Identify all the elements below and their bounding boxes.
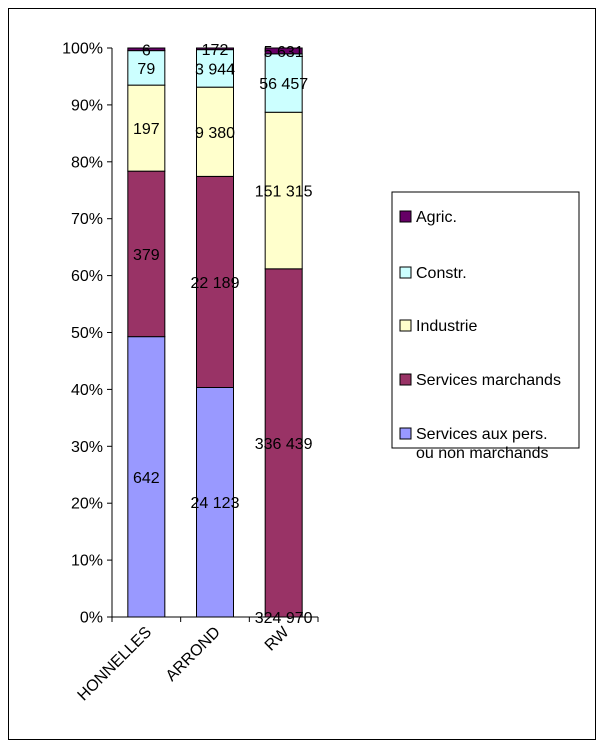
data-label: 3 944 <box>195 61 235 78</box>
bar-segment <box>196 386 234 618</box>
bar-segment <box>264 47 303 55</box>
legend-entry-label: Industrie <box>416 318 477 335</box>
data-label: 642 <box>133 470 160 487</box>
data-label: 336 439 <box>255 436 313 453</box>
legend-entry-label: Services aux pers. <box>416 426 548 443</box>
x-category-label: RW <box>262 623 293 654</box>
legend-swatch <box>399 373 412 386</box>
data-label: 79 <box>137 61 155 78</box>
y-tick-label: 80% <box>71 154 103 171</box>
bar-segment <box>196 175 234 388</box>
data-label: 379 <box>133 247 160 264</box>
legend-entry-label: Constr. <box>416 265 467 282</box>
legend-swatch <box>399 319 412 332</box>
data-label: 151 315 <box>255 184 313 201</box>
data-label: 56 457 <box>259 76 308 93</box>
y-tick-label: 20% <box>71 496 103 513</box>
x-category-label: HONNELLES <box>75 624 156 705</box>
bar-segment <box>196 47 234 51</box>
legend-swatch <box>399 427 412 440</box>
y-tick-label: 90% <box>71 97 103 114</box>
data-label: 9 380 <box>195 125 235 142</box>
data-label: 24 123 <box>191 495 240 512</box>
bar-segment <box>196 49 234 88</box>
bar-segment <box>127 84 166 172</box>
data-label: 324 970 <box>255 610 313 627</box>
bar-segment <box>264 268 303 618</box>
legend-entry-label: Agric. <box>416 209 457 226</box>
y-tick-label: 50% <box>71 325 103 342</box>
bars <box>127 47 303 618</box>
data-label: 22 189 <box>191 275 240 292</box>
legend-entry-label: ou non marchands <box>416 445 549 462</box>
bar-segment <box>127 47 166 52</box>
y-tick-label: 10% <box>71 553 103 570</box>
y-tick-label: 0% <box>80 610 103 627</box>
bar-segment <box>127 336 166 618</box>
bar-segment <box>196 86 234 177</box>
legend-swatch <box>399 210 412 223</box>
data-labels: 642 379 197 79 6 24 123 22 189 9 380 3 944 172 324… <box>133 42 313 627</box>
legend: Agric. Constr. Industrie Services marchands… <box>391 191 580 462</box>
data-label: 6 <box>142 42 151 59</box>
bar-segment <box>127 50 166 86</box>
x-category-label: ARROND <box>163 624 224 685</box>
data-label: 5 631 <box>264 44 304 61</box>
legend-entry-label: Services marchands <box>416 372 561 389</box>
y-tick-label: 100% <box>62 41 103 58</box>
bar-segment <box>264 53 303 113</box>
data-label: 197 <box>133 121 160 138</box>
y-tick-label: 30% <box>71 439 103 456</box>
y-tick-label: 70% <box>71 211 103 228</box>
data-label: 172 <box>202 42 229 59</box>
y-tick-label: 40% <box>71 382 103 399</box>
legend-box <box>391 191 580 449</box>
y-tick-label: 60% <box>71 268 103 285</box>
legend-swatch <box>399 266 412 279</box>
